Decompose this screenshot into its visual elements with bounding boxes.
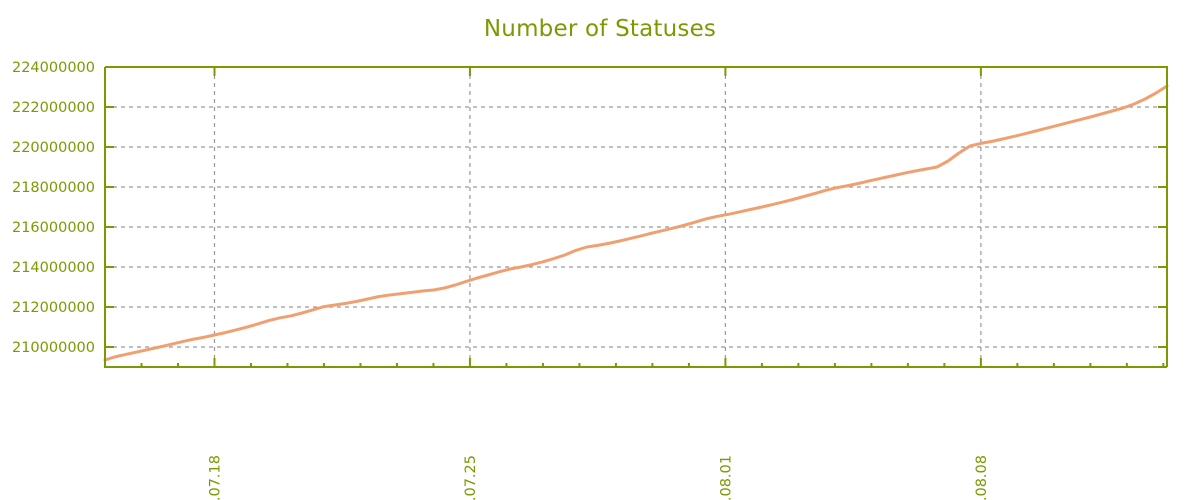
axis-frame-top-right bbox=[105, 66, 1168, 367]
y-axis-tick-label: 214000000 bbox=[12, 260, 95, 276]
y-axis-tick-label: 216000000 bbox=[12, 220, 95, 236]
x-axis-tick-label: 2024.07.25 bbox=[463, 455, 479, 500]
chart-title: Number of Statuses bbox=[483, 16, 717, 42]
x-axis-tick-label: 2024.08.08 bbox=[974, 455, 990, 500]
y-axis-tick-label: 212000000 bbox=[12, 300, 95, 316]
axis-frame-left-bottom bbox=[104, 67, 1167, 368]
y-axis-tick-label: 218000000 bbox=[12, 180, 95, 196]
x-axis-tick-label: 2024.07.18 bbox=[207, 455, 223, 500]
y-axis-tick-label: 224000000 bbox=[12, 60, 95, 76]
y-axis-tick-label: 220000000 bbox=[12, 140, 95, 156]
y-axis-tick-label: 210000000 bbox=[12, 340, 95, 356]
x-axis-tick-label: 2024.08.01 bbox=[718, 455, 734, 500]
y-axis-tick-label: 222000000 bbox=[12, 100, 95, 116]
data-series-line bbox=[103, 84, 1169, 362]
